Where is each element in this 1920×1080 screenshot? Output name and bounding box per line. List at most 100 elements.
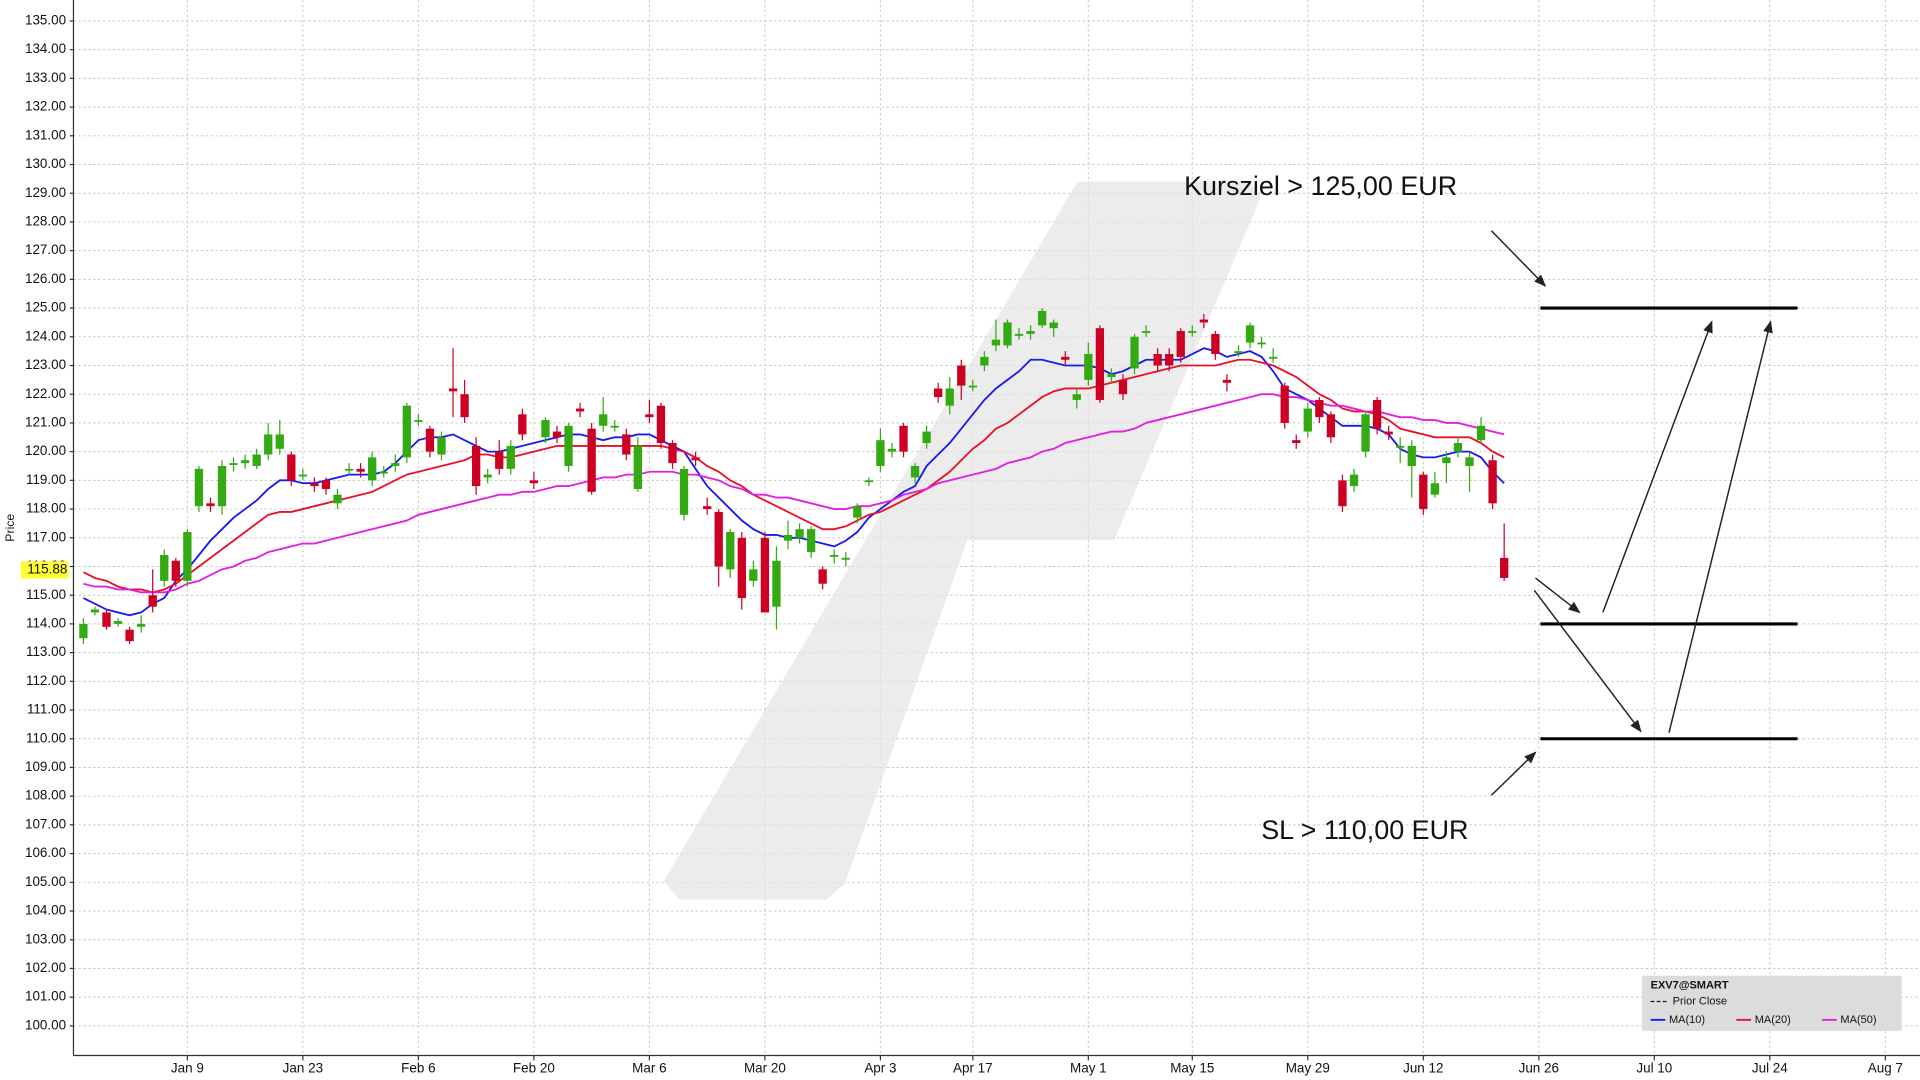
candle-body (529, 480, 539, 484)
candle-body (206, 503, 215, 507)
levels (1540, 306, 1798, 741)
y-tick-label: 127.00 (25, 242, 66, 257)
candle-body (1107, 374, 1116, 377)
annotation: Kursziel > 125,00 EUR (1184, 171, 1457, 201)
candle-body (991, 339, 1001, 346)
candle-body (194, 468, 204, 507)
candle-body (1061, 356, 1070, 360)
candle-body (668, 443, 677, 464)
x-tick-label: Mar 20 (744, 1061, 786, 1076)
candle-body (148, 595, 157, 607)
candle-body (599, 414, 608, 426)
y-axis-title: Price (3, 514, 17, 542)
y-tick-label: 121.00 (25, 414, 66, 429)
candle-body (760, 537, 770, 613)
candle-body (945, 388, 954, 406)
candle-body (321, 480, 331, 489)
arrow (1490, 751, 1537, 796)
y-tick-label: 122.00 (25, 386, 66, 401)
candle-body (1303, 408, 1312, 432)
last-price-label: 115.88 (27, 561, 67, 576)
y-tick-label: 125.00 (25, 300, 66, 315)
candle-body (136, 623, 146, 627)
x-tick-label: Jul 24 (1752, 1061, 1788, 1076)
candle-body (310, 483, 319, 487)
y-tick-label: 103.00 (25, 931, 66, 946)
candle-body (425, 428, 435, 452)
y-tick-label: 112.00 (26, 673, 66, 688)
annotation: SL > 110,00 EUR (1261, 815, 1468, 845)
candle-body (1176, 331, 1185, 357)
candle-body (552, 431, 562, 438)
legend-box (1642, 975, 1902, 1031)
candle-body (1049, 322, 1058, 329)
candle-body (702, 506, 712, 510)
y-tick-label: 118.00 (26, 501, 66, 516)
y-tick-label: 107.00 (25, 816, 66, 831)
candle-body (252, 454, 261, 466)
y-tick-label: 104.00 (25, 903, 66, 918)
candle-body (171, 560, 180, 581)
candle-body (1465, 457, 1474, 466)
legend: EXV7@SMART Prior Close MA(10) MA(20) MA(50… (1642, 975, 1902, 1031)
x-tick-label: Jan 23 (283, 1061, 323, 1076)
candle-body (968, 385, 977, 388)
candle-body (841, 557, 850, 560)
candle-body (1292, 440, 1301, 444)
y-tick-label: 115.00 (26, 587, 66, 602)
candle-body (830, 555, 839, 557)
candle-body (853, 506, 862, 518)
candle-body (795, 529, 804, 538)
candle-body (783, 534, 793, 541)
arrow (1533, 589, 1642, 733)
candle-body (679, 468, 689, 515)
ma-line (83, 393, 1505, 594)
moving-averages (82, 347, 1505, 617)
candle-body (934, 388, 943, 398)
ma-line (82, 347, 1505, 617)
candle-body (564, 425, 573, 466)
candle-body (656, 405, 666, 444)
y-tick-label: 100.00 (25, 1017, 66, 1032)
candle-body (240, 460, 250, 464)
candle-body (229, 463, 238, 465)
legend-entry: MA(10) (1669, 1014, 1705, 1026)
candle-body (587, 428, 596, 492)
candle-body (1338, 480, 1347, 507)
candle-body (806, 529, 816, 553)
candle-body (1488, 460, 1497, 504)
candle-body (691, 457, 700, 461)
candle-body (1026, 331, 1035, 334)
candle-body (1349, 474, 1359, 487)
candle-body (1118, 379, 1128, 395)
candle-body (1165, 354, 1174, 366)
x-tick-label: Jun 26 (1519, 1061, 1559, 1076)
y-tick-label: 102.00 (25, 960, 66, 975)
candles (79, 308, 1509, 645)
candle-body (287, 454, 296, 481)
ma-line (82, 358, 1505, 594)
candle-body (610, 425, 619, 428)
y-tick-label: 135.00 (25, 13, 66, 28)
x-tick-label: May 1 (1070, 1061, 1107, 1076)
candle-body (1326, 414, 1336, 438)
candle-body (460, 394, 469, 418)
x-tick-label: Jun 12 (1403, 1061, 1443, 1076)
candle-body (1476, 425, 1486, 441)
y-tick-label: 129.00 (25, 185, 66, 200)
x-tick-label: Feb 6 (401, 1061, 435, 1076)
candle-body (344, 468, 354, 471)
candle-body (391, 463, 400, 466)
y-tick-label: 123.00 (25, 357, 66, 372)
axis-labels: 100.00 101.00 102.00 103.00 104.00 105.00 106.… (20, 13, 1903, 1076)
candle-body (1095, 328, 1105, 400)
legend-entry: Prior Close (1673, 995, 1727, 1007)
watermark (663, 181, 1262, 900)
candle-body (1430, 483, 1440, 495)
arrows (1490, 230, 1773, 796)
arrow (1490, 230, 1547, 287)
last-price-box (20, 561, 69, 579)
legend-symbol: EXV7@SMART (1651, 979, 1729, 991)
candle-body (448, 388, 458, 392)
y-tick-label: 133.00 (25, 70, 66, 85)
